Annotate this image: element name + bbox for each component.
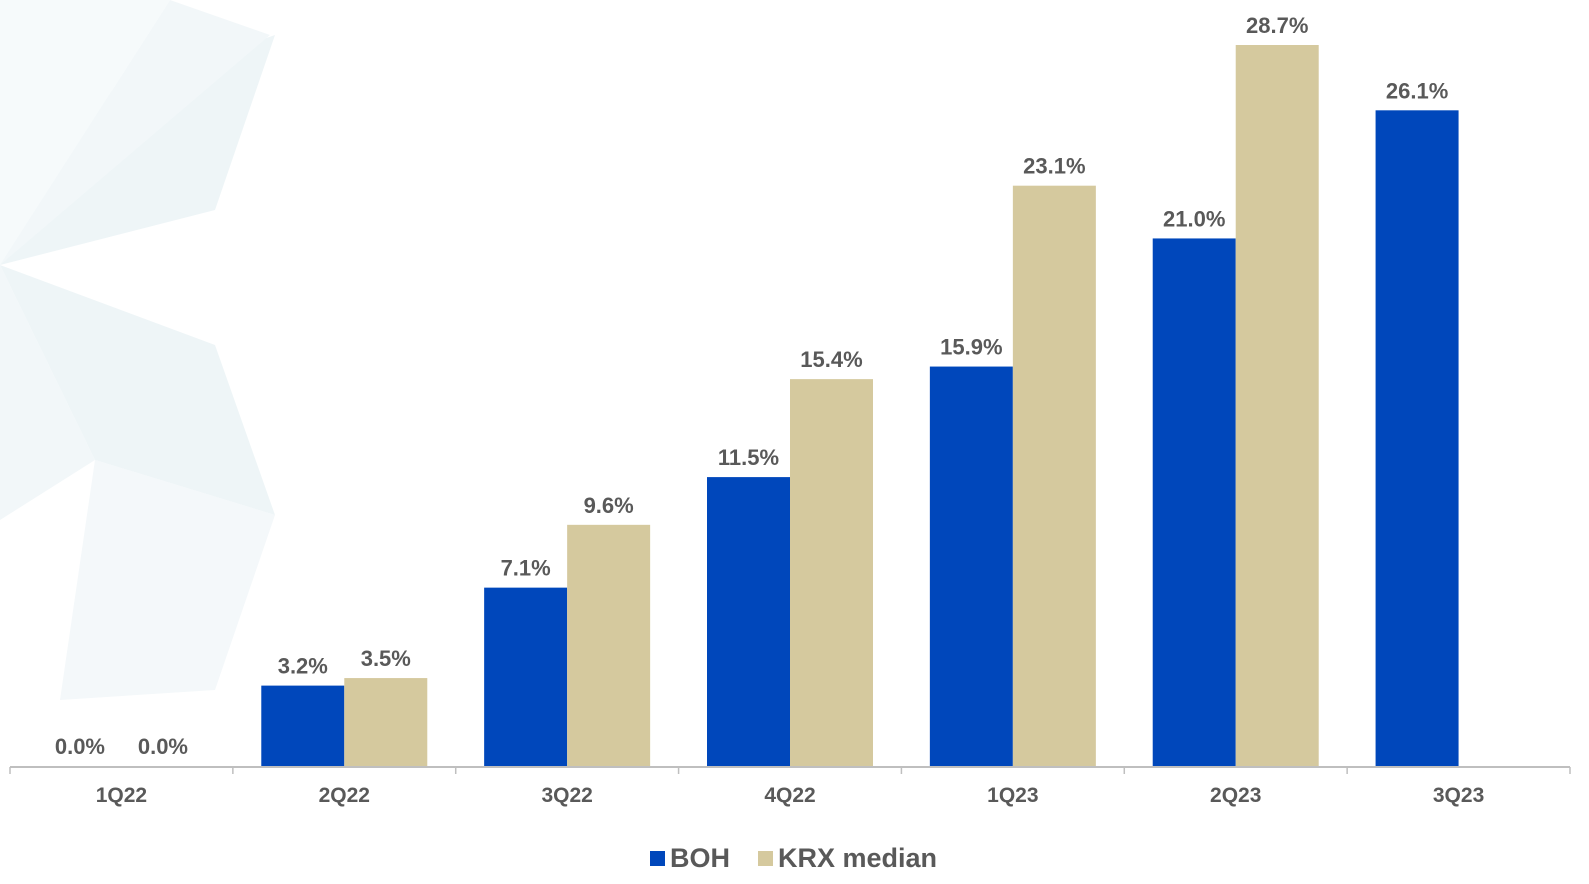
legend-label-krx-median: KRX median [778,843,937,873]
x-tick-label-3Q23: 3Q23 [1433,784,1484,807]
bar-krx-median-1Q23 [1012,185,1096,766]
legend-label-boh: BOH [670,843,730,873]
data-label-krx-median-1Q23: 23.1% [1023,154,1085,179]
data-label-boh-1Q23: 15.9% [940,335,1002,360]
bar-boh-4Q22 [707,477,790,766]
data-label-boh-4Q22: 11.5% [718,445,779,470]
bar-krx-median-4Q22 [790,379,873,766]
bar-boh-2Q22 [261,685,345,766]
bar-boh-3Q22 [484,587,568,766]
watermark-star-shape [0,0,275,700]
data-label-boh-1Q22: 0.0% [55,734,105,759]
legend: BOH KRX median [650,843,937,873]
bar-krx-median-3Q22 [567,524,651,766]
data-label-krx-median-3Q22: 9.6% [584,493,634,518]
bars-group [261,45,1459,766]
data-label-boh-3Q23: 26.1% [1386,78,1448,103]
legend-swatch-krx-median [758,851,773,866]
x-tick-label-1Q22: 1Q22 [96,784,147,807]
x-tick-labels-group: 1Q22 2Q22 3Q22 4Q22 1Q23 2Q23 3Q23 [96,784,1485,807]
x-tick-label-4Q22: 4Q22 [764,784,815,807]
bar-boh-3Q23 [1375,110,1459,766]
data-label-boh-3Q22: 7.1% [501,556,551,581]
data-labels-group: 0.0% 0.0% 3.2% 3.5% 7.1% 9.6% 11.5% 15.4% 15.9% 2… [55,13,1448,759]
data-label-krx-median-4Q22: 15.4% [800,347,862,372]
data-label-krx-median-1Q22: 0.0% [138,734,188,759]
data-label-krx-median-2Q22: 3.5% [361,646,411,671]
bar-krx-median-2Q23 [1235,45,1319,766]
bar-boh-2Q23 [1152,238,1236,766]
x-tick-label-2Q23: 2Q23 [1210,784,1261,807]
x-tick-label-2Q22: 2Q22 [319,784,370,807]
x-tick-label-3Q22: 3Q22 [541,784,592,807]
bar-boh-1Q23 [929,366,1013,766]
x-axis [9,766,1571,774]
x-tick-label-1Q23: 1Q23 [987,784,1038,807]
data-label-boh-2Q22: 3.2% [278,654,328,679]
data-label-krx-median-2Q23: 28.7% [1246,13,1308,38]
legend-swatch-boh [650,851,665,866]
data-label-boh-2Q23: 21.0% [1163,206,1225,231]
bar-krx-median-2Q22 [344,678,428,766]
